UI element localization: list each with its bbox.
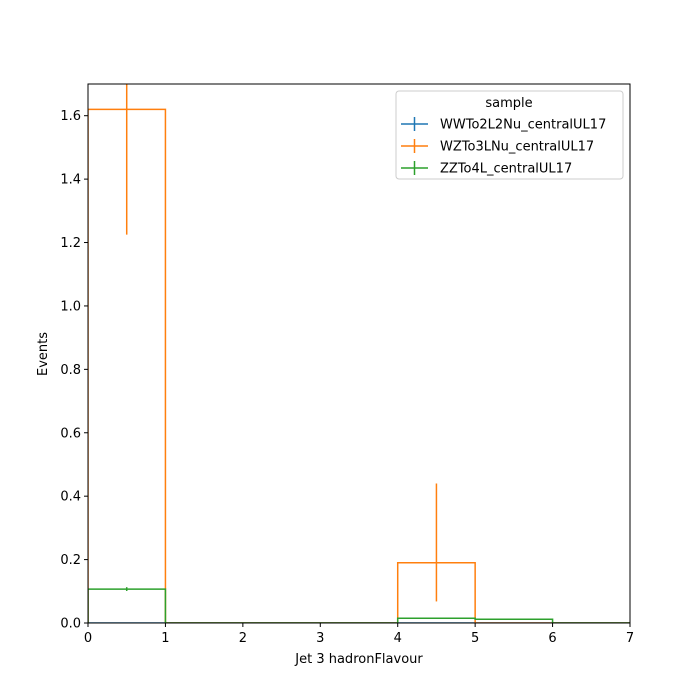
y-tick-label: 1.2: [60, 236, 81, 251]
y-tick-label: 1.4: [60, 173, 81, 188]
y-tick-label: 0.8: [60, 363, 81, 378]
x-axis-label: Jet 3 hadronFlavour: [294, 652, 423, 667]
x-tick-label: 7: [626, 631, 634, 646]
legend-entries: WWTo2L2Nu_centralUL17 WZTo3LNu_centralUL1…: [401, 117, 606, 177]
legend: sample WWTo2L2Nu_centralUL17 WZTo3LNu_cen…: [395, 90, 624, 180]
series-layer: [88, 84, 630, 623]
axes-frame: [87, 83, 631, 624]
y-tick-label: 0.4: [60, 490, 81, 505]
histogram-step-line: [88, 588, 630, 623]
legend-box: [395, 90, 624, 180]
y-axis-label: Events: [36, 332, 51, 376]
legend-entry-label: WWTo2L2Nu_centralUL17: [440, 118, 606, 133]
y-tick-label: 1.6: [60, 109, 81, 124]
x-tick-label: 6: [548, 631, 556, 646]
x-tick-label: 0: [84, 631, 92, 646]
legend-title: sample: [485, 96, 532, 111]
y-tick-label: 1.0: [60, 299, 81, 314]
x-tick-label: 5: [471, 631, 479, 646]
series-1: [88, 84, 630, 623]
y-tick-label: 0.2: [60, 553, 81, 568]
x-tick-label: 3: [316, 631, 324, 646]
x-tick-label: 1: [161, 631, 169, 646]
legend-entry-label: ZZTo4L_centralUL17: [440, 162, 572, 177]
x-tick-label: 2: [239, 631, 247, 646]
legend-entry-label: WZTo3LNu_centralUL17: [440, 140, 594, 155]
x-tick-label: 4: [394, 631, 402, 646]
x-axis: 0 1 2 3 4 5 6 7: [84, 623, 634, 646]
series-2: [88, 587, 630, 623]
histogram-step-line: [88, 108, 630, 623]
y-tick-label: 0.6: [60, 426, 81, 441]
y-tick-label: 0.0: [60, 617, 81, 632]
y-axis: 0.0 0.2 0.4 0.6 0.8 1.0 1.2 1.4 1.6: [60, 109, 88, 632]
